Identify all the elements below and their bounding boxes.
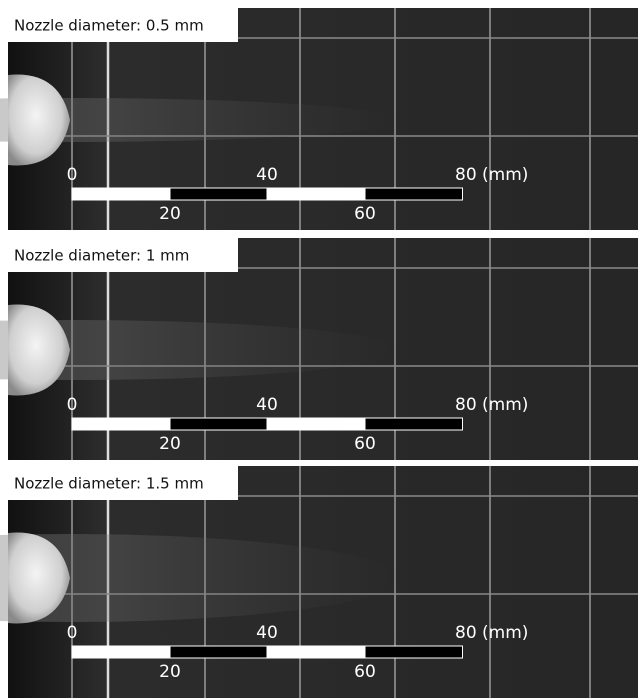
panel-label: Nozzle diameter: 0.5 mm	[14, 17, 204, 35]
scale-bar-segment	[365, 188, 463, 200]
scale-bar-segment	[267, 418, 365, 430]
photo-panel: Nozzle diameter: 1 mm 0 40 80 (mm) 20 60	[0, 238, 638, 460]
panel-label: Nozzle diameter: 1.5 mm	[14, 475, 204, 493]
panel-label: Nozzle diameter: 1 mm	[14, 247, 189, 265]
photo-panel: Nozzle diameter: 1.5 mm 0 40 80 (mm) 20 60	[0, 466, 638, 698]
photo-panel: Nozzle diameter: 0.5 mm 0 40 80 (mm) 20 60	[0, 8, 638, 230]
scale-label: 0	[67, 623, 78, 643]
scale-bar-segment	[267, 188, 365, 200]
scale-label: 40	[256, 165, 278, 185]
scale-bar-segment	[365, 646, 463, 658]
scale-label: 0	[67, 395, 78, 415]
scale-label: 80 (mm)	[455, 165, 528, 185]
scale-bar-segment	[72, 418, 170, 430]
scale-bar-segment	[267, 646, 365, 658]
scale-bar-segment	[365, 418, 463, 430]
figure: Nozzle diameter: 0.5 mm04080 (mm)2060Noz…	[0, 0, 638, 698]
scale-label: 60	[354, 204, 376, 224]
scale-bar-segment	[170, 646, 268, 658]
scale-label: 40	[256, 623, 278, 643]
scale-label: 20	[159, 204, 181, 224]
scale-bar-segment	[170, 418, 268, 430]
scale-label: 20	[159, 662, 181, 682]
scale-bar-segment	[72, 188, 170, 200]
scale-label: 20	[159, 434, 181, 454]
scale-label: 80 (mm)	[455, 395, 528, 415]
scale-bar-segment	[72, 646, 170, 658]
scale-label: 0	[67, 165, 78, 185]
scale-bar-segment	[170, 188, 268, 200]
scale-label: 40	[256, 395, 278, 415]
scale-label: 60	[354, 662, 376, 682]
scale-label: 80 (mm)	[455, 623, 528, 643]
scale-label: 60	[354, 434, 376, 454]
